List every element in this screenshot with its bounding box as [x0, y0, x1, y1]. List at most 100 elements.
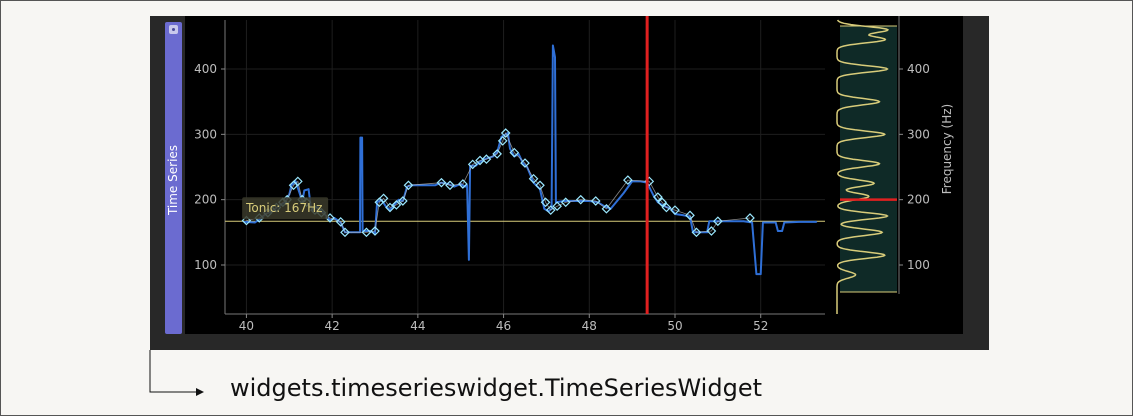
- note-marker: [335, 217, 346, 227]
- note-marker: [661, 202, 672, 213]
- note-marker: [653, 192, 663, 202]
- x-tick-label: 42: [325, 319, 340, 333]
- note-marker: [552, 201, 562, 212]
- pitch-point: [755, 273, 758, 275]
- series-group: [243, 44, 818, 276]
- pitch-point: [468, 258, 470, 261]
- note-marker: [670, 205, 680, 215]
- pitch-point: [421, 184, 423, 187]
- pitch-point: [254, 221, 256, 224]
- frequency-histogram-curve: [836, 19, 890, 314]
- x-tick-label: 46: [496, 319, 511, 333]
- x-tick-label: 40: [239, 319, 254, 333]
- caption-text: widgets.timeserieswidget.TimeSeriesWidge…: [230, 374, 762, 402]
- note-marker: [528, 173, 539, 184]
- side-y-tick-label: 400: [907, 62, 930, 76]
- pitch-point: [543, 208, 546, 210]
- tooltip-group: Tonic: 167Hz: [242, 197, 329, 220]
- y-tick-label: 400: [194, 62, 217, 76]
- note-marker: [467, 159, 478, 170]
- note-marker: [378, 193, 389, 204]
- note-marker: [241, 215, 252, 226]
- tonic-tooltip-box: [242, 197, 329, 220]
- note-marker: [520, 158, 530, 168]
- pitch-point: [303, 189, 306, 192]
- y-tick-label: 200: [194, 193, 217, 207]
- pitch-point: [759, 273, 762, 275]
- note-marker: [601, 203, 612, 214]
- pitch-point: [361, 136, 363, 139]
- note-marker: [657, 197, 667, 208]
- x-tick-label: 52: [753, 319, 768, 333]
- note-marker: [481, 154, 492, 165]
- y-tick-label: 100: [194, 258, 217, 272]
- note-marker: [361, 227, 372, 238]
- axes: 40 42 44 46 48 50 52 100 200 300 400: [194, 20, 825, 333]
- note-marker: [706, 226, 717, 236]
- note-marker: [575, 194, 586, 205]
- pitch-point: [682, 214, 685, 217]
- pitch-point: [290, 184, 293, 187]
- plot-area[interactable]: 40 42 44 46 48 50 52 100 200 300 400 Tonic: 167Hz …: [185, 16, 963, 334]
- note-marker: [590, 196, 601, 206]
- frequency-axis-label: Frequency (Hz): [940, 104, 954, 195]
- pitch-point: [509, 147, 511, 150]
- note-marker: [713, 216, 723, 227]
- pitch-point: [376, 201, 378, 204]
- pitch-point: [579, 200, 582, 202]
- note-marker: [691, 227, 702, 238]
- x-tick-label: 48: [582, 319, 597, 333]
- grid: [225, 20, 825, 314]
- time-series-tab[interactable]: Time Series: [165, 22, 182, 334]
- pitch-point: [479, 160, 481, 163]
- note-marker: [745, 213, 755, 223]
- pitch-point: [616, 200, 618, 202]
- note-marker: [497, 136, 508, 146]
- note-marker: [545, 205, 556, 215]
- note-marker: [509, 147, 520, 158]
- frequency-histogram-group: 100 200 300 400 Frequency (Hz): [836, 16, 954, 314]
- y-tick-label: 300: [194, 127, 217, 141]
- note-marker: [685, 210, 695, 221]
- pitch-point: [798, 221, 801, 223]
- close-icon[interactable]: [169, 25, 178, 34]
- pitch-point: [552, 44, 554, 47]
- side-y-tick-label: 200: [907, 193, 930, 207]
- time-series-widget: Time Series 40 42 44 46 48 50 52 100 200 300 400 T…: [150, 16, 989, 350]
- pitch-point: [783, 221, 786, 224]
- pitch-point: [522, 162, 524, 164]
- note-marker: [458, 179, 468, 189]
- pitch-point: [777, 230, 779, 232]
- pitch-point: [781, 230, 783, 232]
- x-tick-label: 50: [667, 319, 682, 333]
- pitch-point: [622, 192, 625, 194]
- note-marker: [436, 177, 447, 188]
- pitch-point: [815, 221, 818, 223]
- side-y-tick-label: 300: [907, 127, 930, 141]
- note-marker: [540, 197, 551, 208]
- pitch-point: [708, 220, 711, 223]
- note-marker: [385, 202, 395, 213]
- note-marker: [293, 176, 303, 187]
- note-marker: [398, 196, 408, 206]
- pitch-point: [307, 188, 310, 191]
- pitch-point: [554, 56, 556, 59]
- x-tick-label: 44: [410, 319, 425, 333]
- pitch-point: [434, 184, 436, 187]
- note-marker: [340, 227, 350, 238]
- tonic-tooltip-text: Tonic: 167Hz: [245, 201, 322, 215]
- pitch-series-line: [244, 44, 817, 276]
- note-marker: [403, 180, 414, 191]
- time-series-tab-label: Time Series: [166, 144, 180, 216]
- pitch-point: [507, 132, 509, 134]
- pitch-point: [774, 221, 777, 224]
- note-marker: [623, 175, 633, 185]
- note-marker: [370, 226, 380, 236]
- pitch-point: [751, 221, 753, 224]
- note-marker: [445, 180, 455, 191]
- pitch-point: [742, 220, 745, 223]
- pitch-point: [729, 220, 732, 223]
- note-marker: [500, 128, 511, 138]
- pitch-point: [359, 136, 362, 139]
